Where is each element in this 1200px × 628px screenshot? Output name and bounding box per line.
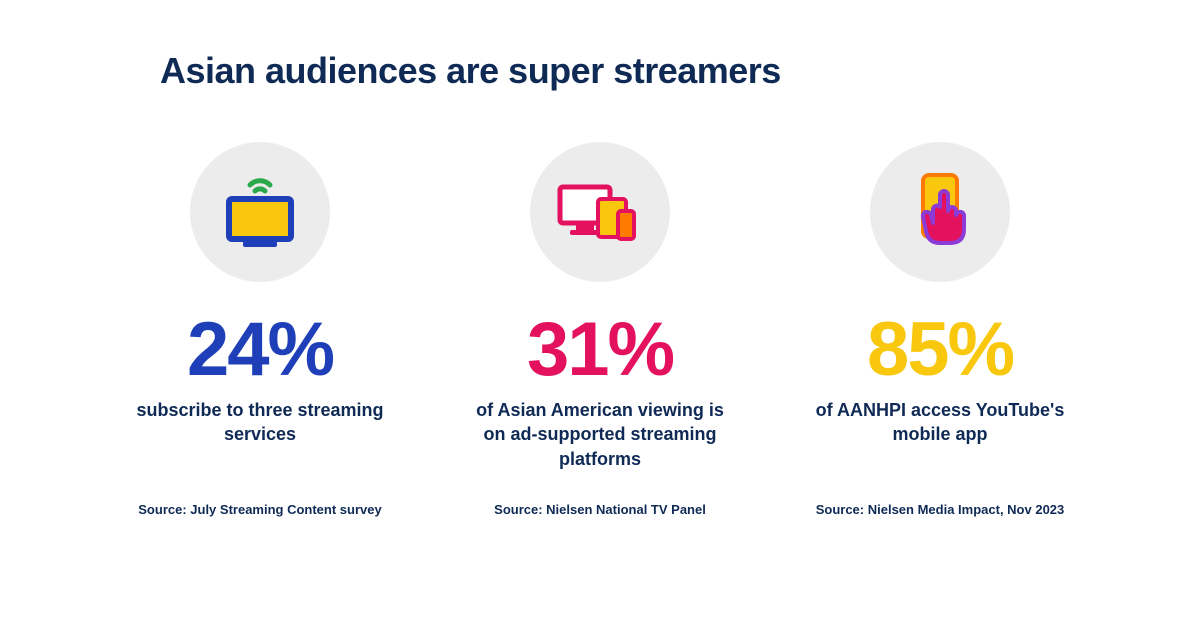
stat-value-1: 24%	[187, 312, 333, 388]
icon-circle-3	[870, 142, 1010, 282]
stat-description-1: subscribe to three streaming services	[130, 398, 390, 474]
stat-card-1: 24% subscribe to three streaming service…	[100, 142, 420, 517]
mobile-touch-icon	[897, 167, 983, 257]
stat-description-3: of AANHPI access YouTube's mobile app	[810, 398, 1070, 474]
stat-value-3: 85%	[867, 312, 1013, 388]
tv-icon	[217, 169, 303, 255]
stat-source-2: Source: Nielsen National TV Panel	[494, 502, 706, 517]
icon-circle-1	[190, 142, 330, 282]
icon-circle-2	[530, 142, 670, 282]
devices-icon	[552, 169, 648, 255]
infographic-page: Asian audiences are super streamers	[0, 0, 1200, 628]
stat-value-2: 31%	[527, 312, 673, 388]
stats-row: 24% subscribe to three streaming service…	[60, 142, 1140, 517]
stat-description-2: of Asian American viewing is on ad-suppo…	[470, 398, 730, 474]
stat-card-2: 31% of Asian American viewing is on ad-s…	[440, 142, 760, 517]
stat-source-1: Source: July Streaming Content survey	[138, 502, 381, 517]
stat-card-3: 85% of AANHPI access YouTube's mobile ap…	[780, 142, 1100, 517]
page-title: Asian audiences are super streamers	[160, 50, 1140, 92]
stat-source-3: Source: Nielsen Media Impact, Nov 2023	[816, 502, 1065, 517]
